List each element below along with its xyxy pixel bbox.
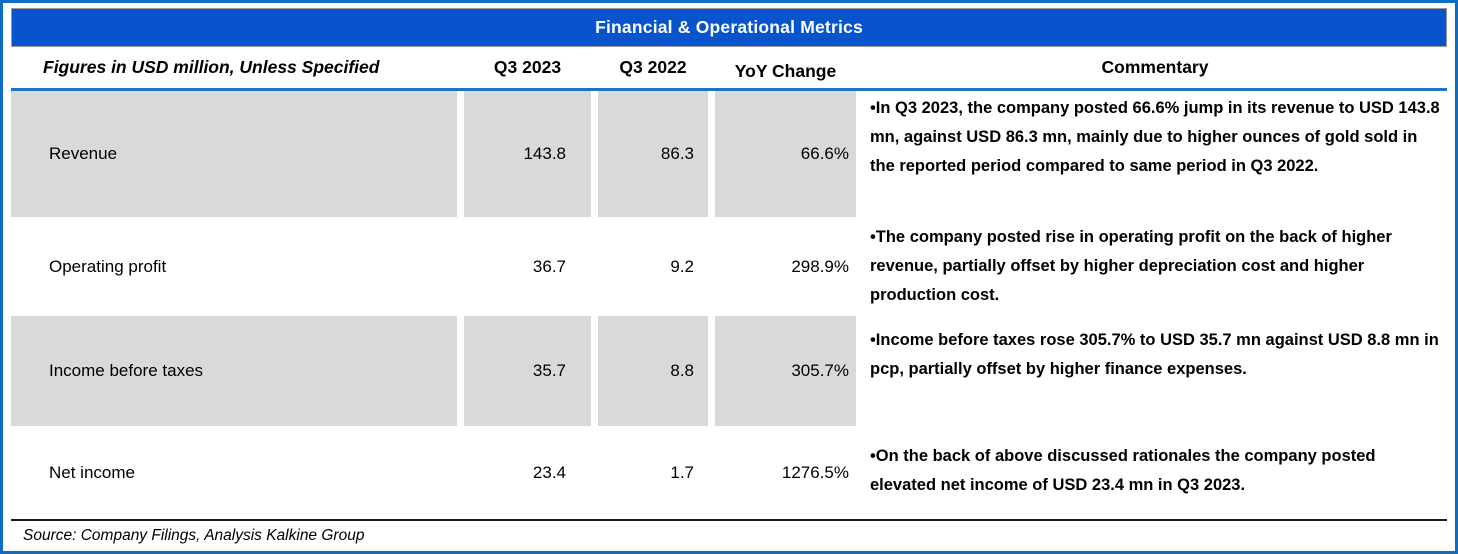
value-q3-2022: 9.2 bbox=[670, 256, 694, 276]
table-title-bar: Financial & Operational Metrics bbox=[11, 8, 1447, 47]
value-q3-2023: 35.7 bbox=[464, 316, 591, 426]
value-q3-2022: 86.3 bbox=[598, 91, 708, 217]
header-q3-2023: Q3 2023 bbox=[493, 57, 562, 77]
commentary-text: •In Q3 2023, the company posted 66.6% ju… bbox=[870, 99, 1440, 175]
table-header-row: Figures in USD million, Unless Specified… bbox=[11, 47, 1447, 88]
table-title: Financial & Operational Metrics bbox=[595, 17, 863, 37]
table-row: Operating profit 36.7 9.2 298.9% •The co… bbox=[11, 217, 1447, 316]
header-figures-label: Figures in USD million, Unless Specified bbox=[43, 57, 380, 77]
commentary-text: •On the back of above discussed rational… bbox=[870, 447, 1376, 494]
commentary-text: •The company posted rise in operating pr… bbox=[870, 228, 1392, 304]
value-q3-2023: 143.8 bbox=[464, 91, 591, 217]
value-q3-2023: 23.4 bbox=[532, 462, 566, 482]
value-yoy-change: 305.7% bbox=[715, 316, 856, 426]
table-row: Net income 23.4 1.7 1276.5% •On the back… bbox=[11, 426, 1447, 519]
header-separator-rule bbox=[11, 88, 1447, 91]
header-q3-2022: Q3 2022 bbox=[619, 57, 687, 77]
footer-separator-rule bbox=[11, 519, 1447, 521]
value-yoy-change: 1276.5% bbox=[781, 462, 849, 482]
table-row: Income before taxes 35.7 8.8 305.7% •Inc… bbox=[11, 316, 1447, 426]
value-q3-2023: 36.7 bbox=[532, 256, 566, 276]
source-row: Source: Company Filings, Analysis Kalkin… bbox=[11, 521, 1447, 551]
value-yoy-change: 66.6% bbox=[715, 91, 856, 217]
value-q3-2022: 8.8 bbox=[598, 316, 708, 426]
metric-label: Income before taxes bbox=[11, 316, 457, 426]
table-row: Revenue 143.8 86.3 66.6% •In Q3 2023, th… bbox=[11, 91, 1447, 217]
table-body: Revenue 143.8 86.3 66.6% •In Q3 2023, th… bbox=[11, 91, 1447, 519]
header-commentary: Commentary bbox=[1101, 57, 1209, 77]
value-q3-2022: 1.7 bbox=[670, 462, 694, 482]
source-note: Source: Company Filings, Analysis Kalkin… bbox=[23, 527, 365, 544]
metric-label: Revenue bbox=[11, 91, 457, 217]
header-yoy-change: YoY Change bbox=[734, 60, 837, 81]
metric-label: Net income bbox=[49, 462, 135, 482]
commentary-text: •Income before taxes rose 305.7% to USD … bbox=[870, 331, 1439, 378]
value-yoy-change: 298.9% bbox=[791, 256, 849, 276]
metric-label: Operating profit bbox=[49, 256, 167, 276]
